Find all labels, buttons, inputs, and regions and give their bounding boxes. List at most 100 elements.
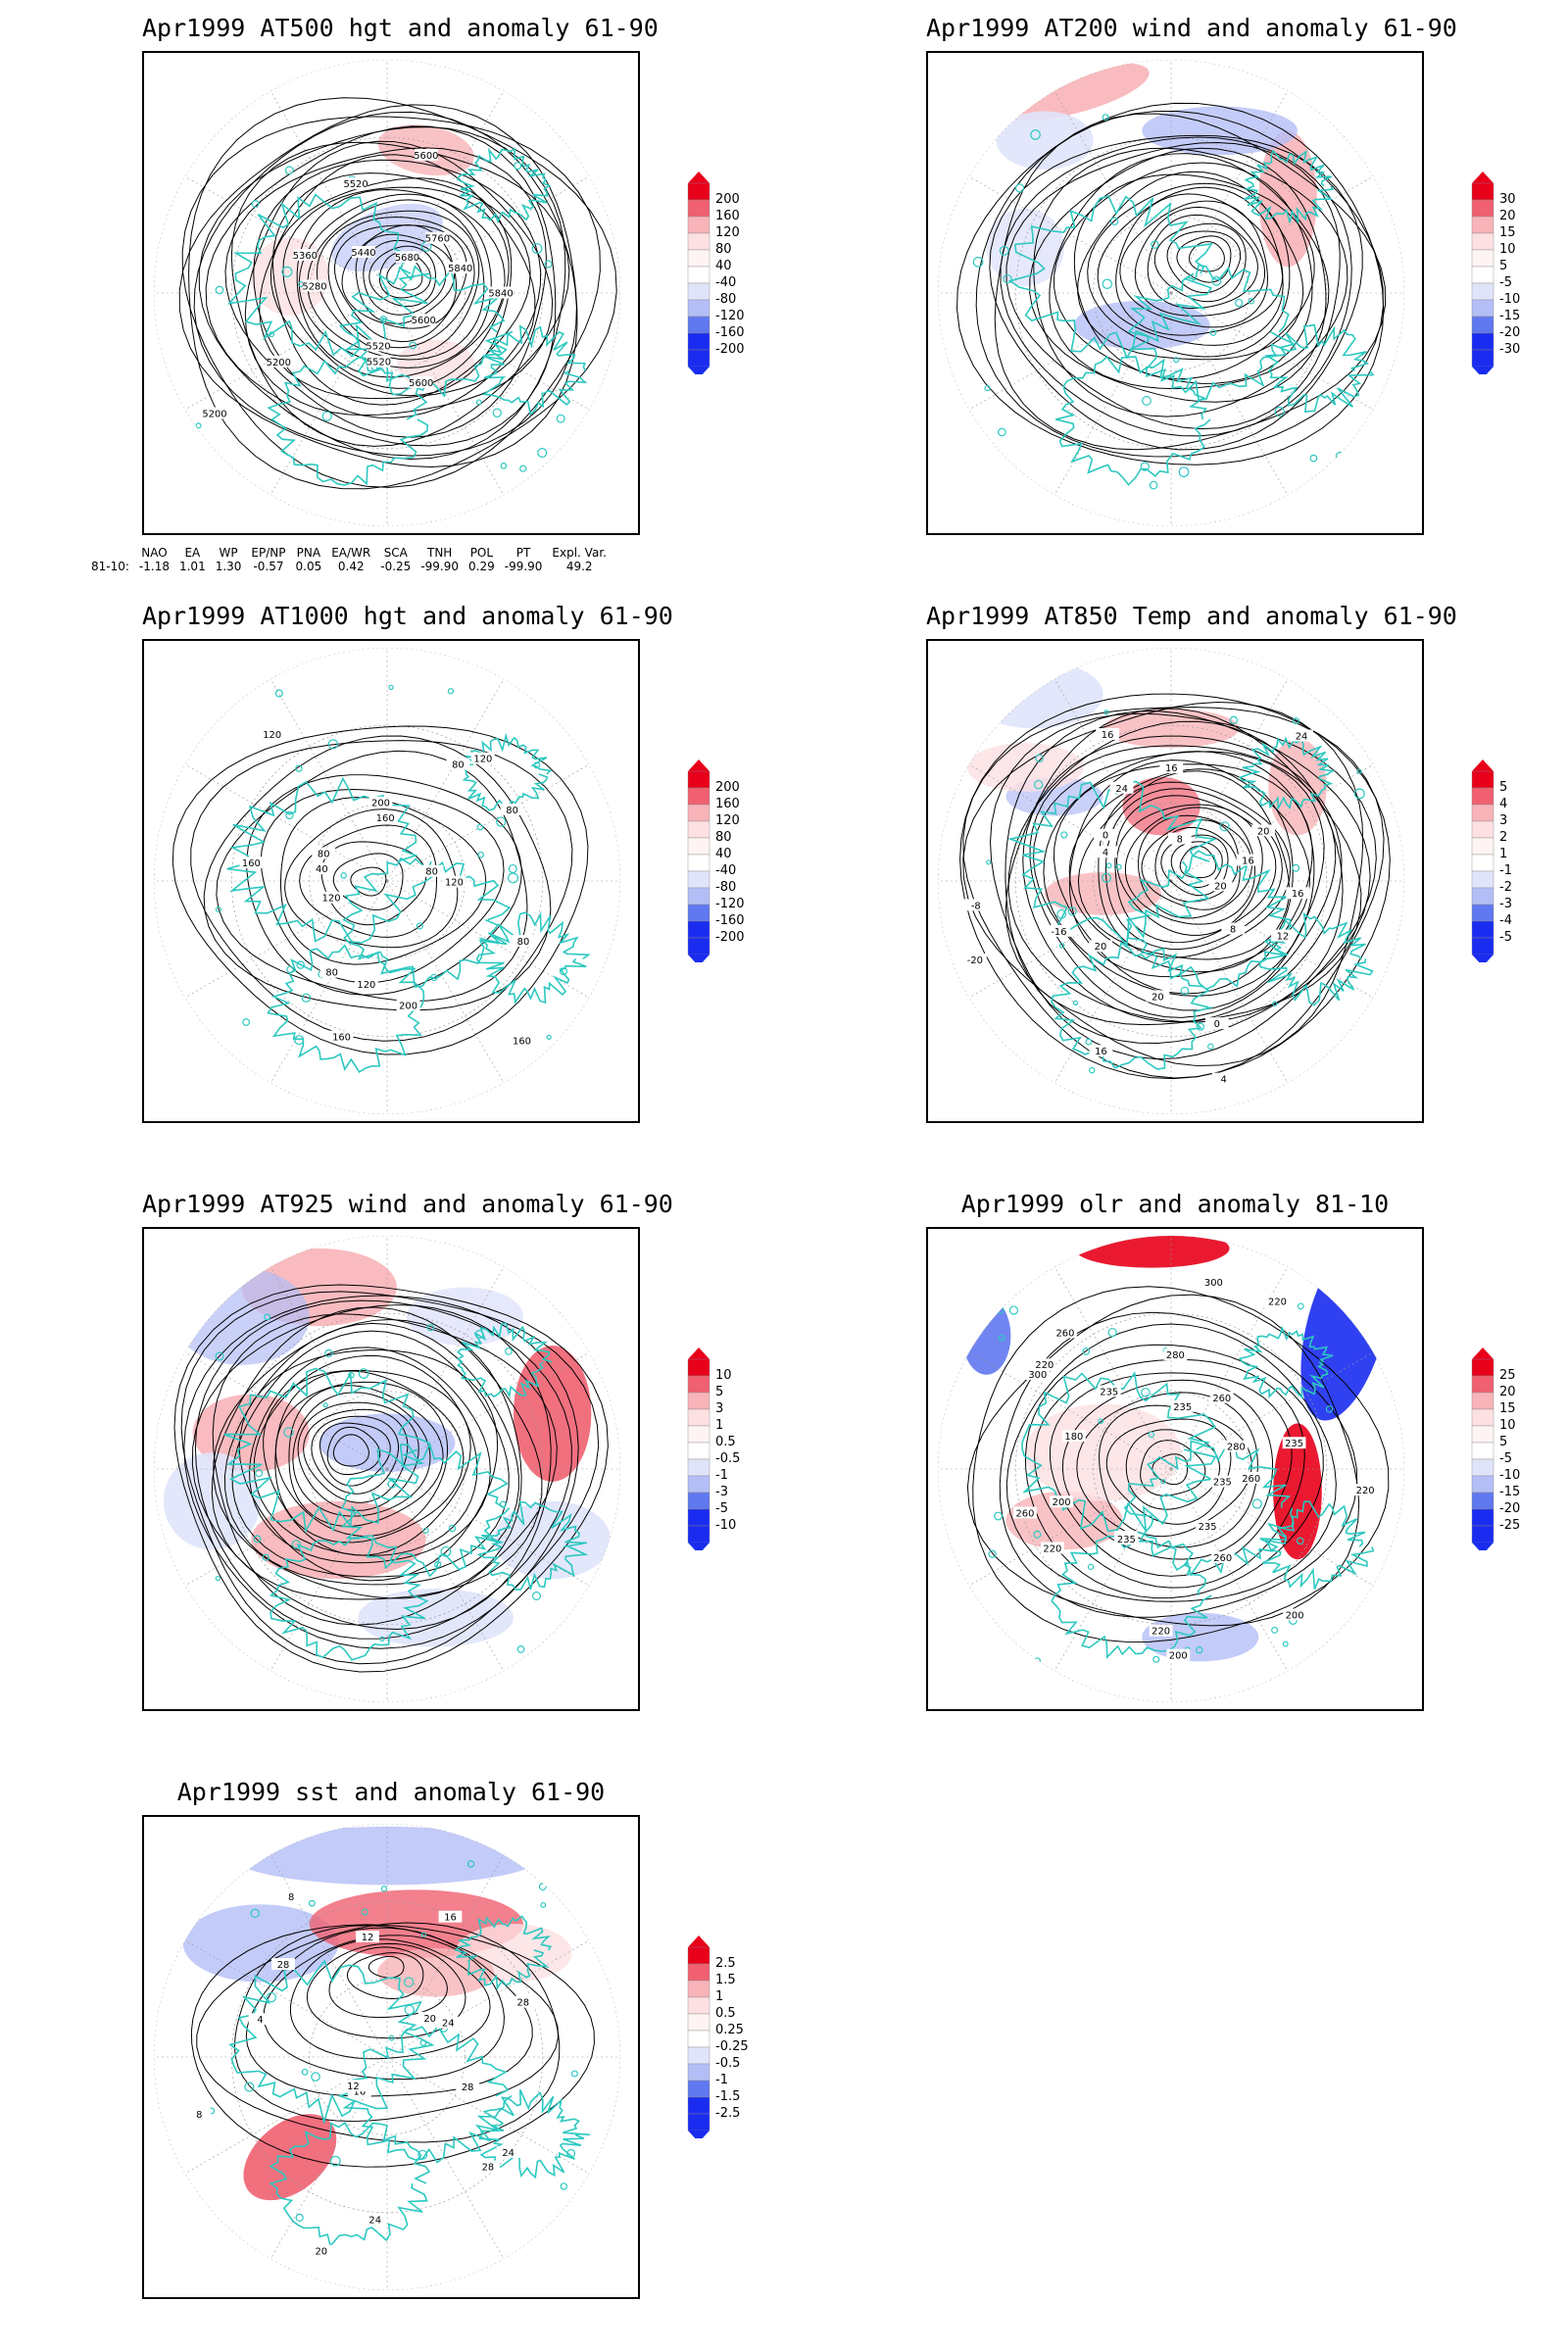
colorbar-cap-bottom [1472, 1543, 1494, 1550]
contour-line [311, 1415, 400, 1494]
coastline [1238, 1325, 1334, 1399]
contour-line [1179, 845, 1217, 879]
contour-label: 200 [1053, 1497, 1071, 1508]
contour-label-bg [1353, 1484, 1378, 1496]
coastline-island [1056, 908, 1067, 919]
coastline-island [215, 906, 221, 913]
contour-line [350, 866, 387, 897]
contour-label-bg [367, 355, 391, 368]
contour-line [1033, 147, 1348, 417]
contour-line [1119, 200, 1269, 328]
contour-label: 280 [1166, 1350, 1185, 1361]
anomaly-shading [1300, 1235, 1392, 1421]
panel-at850: Apr1999 AT850 Temp and anomaly 61-90 16 1… [784, 588, 1568, 1176]
coastline-island [1060, 831, 1068, 839]
coastline-island [477, 851, 484, 858]
contour-line [1154, 826, 1239, 903]
coastline-island [1272, 1001, 1278, 1006]
colorbar: 200 160 120 80 40 -40 -80 -120 -160 -200 [686, 760, 764, 962]
coastline-island [327, 739, 339, 750]
contour-line [282, 186, 510, 389]
colorbar-label: 15 [1499, 225, 1516, 240]
colorbar-segment [1471, 232, 1494, 251]
colorbar-segment [687, 1375, 710, 1394]
colorbar-label: 10 [1499, 242, 1516, 257]
coastline-island [322, 1402, 328, 1408]
polar-map [937, 59, 1405, 527]
colorbar-segment [687, 266, 710, 284]
colorbar-segment [687, 249, 710, 268]
colorbar-segment [1471, 1425, 1494, 1444]
contour-label: 260 [1015, 1508, 1034, 1519]
contour-label: 260 [1212, 1394, 1231, 1404]
colorbar: 2.5 1.5 1 0.5 0.25 -0.25 -0.5 -1 -1.5 -2.5 [686, 1936, 764, 2138]
coastline-island [1035, 754, 1044, 762]
colorbar-label: 30 [1499, 192, 1516, 207]
contour-label: -16 [1051, 927, 1066, 938]
coastline-island [361, 1908, 368, 1916]
colorbar-segment [1471, 1392, 1494, 1410]
colorbar-segment [1471, 837, 1494, 856]
coastline-island [388, 684, 394, 691]
coastline-island [419, 2039, 427, 2046]
contour-label: 20 [1095, 942, 1107, 953]
colorbar-segment [1471, 804, 1494, 822]
colorbar-label: 40 [715, 259, 732, 273]
contour-label: 20 [1152, 992, 1164, 1003]
contour-label-bg [1208, 879, 1233, 892]
contour-line [260, 788, 505, 984]
contour-label-bg [963, 899, 988, 911]
polar-map: 120 80 160 200 160 120 80 120 160 40 80 120 160 200 80… [153, 647, 621, 1115]
panel-title: Apr1999 AT850 Temp and anomaly 61-90 [926, 602, 1457, 630]
contour-label-bg [446, 758, 470, 770]
coastline-island [308, 1899, 316, 1907]
colorbar-ramp [687, 172, 710, 374]
coastline-island [1082, 1348, 1091, 1355]
contour-label-bg [1047, 924, 1071, 937]
coastline-island [559, 967, 568, 976]
contour-line [274, 1381, 449, 1537]
colorbar-segment [1471, 1442, 1494, 1460]
coastline-island [994, 1511, 1004, 1521]
colorbar-ramp [687, 760, 710, 962]
colorbar-segment [687, 232, 710, 251]
colorbar-segment [687, 1525, 710, 1544]
contour-line [297, 1401, 419, 1511]
contour-label: 180 [1064, 1432, 1083, 1443]
contour-label: 5760 [425, 234, 450, 245]
map-content [937, 59, 1405, 527]
coastline-island [1292, 863, 1300, 872]
colorbar-label: 1.5 [715, 1973, 736, 1987]
colorbar-segment [687, 1963, 710, 1982]
map-frame: 260 235 200 260 235 200 220 235 235 220 260 200 180 3… [926, 1227, 1424, 1711]
contour-line [1166, 230, 1242, 294]
colorbar-label: -1.5 [715, 2089, 741, 2104]
colorbar-segment [687, 854, 710, 872]
colorbar-segment [687, 1458, 710, 1477]
colorbar-label: 160 [715, 797, 740, 811]
colorbar-label: -200 [715, 342, 745, 357]
coastline-island [475, 399, 482, 406]
colorbar-label: 15 [1499, 1401, 1516, 1416]
contour-line [181, 116, 601, 488]
contour-label-bg [1290, 729, 1313, 742]
colorbar-label: -20 [1499, 325, 1521, 340]
contour-label: 8 [1177, 835, 1183, 846]
contour-line [173, 1284, 609, 1673]
panel-at925: Apr1999 AT925 wind and anomaly 61-90 10 5… [0, 1176, 784, 1764]
anomaly-shading [182, 1904, 339, 1983]
map-frame: 16 12 8 4 0 20 16 20 -20 -16 -8 4 0 16 24 16 8 24 20 16 20 [926, 639, 1424, 1123]
contour-label-bg [329, 1030, 354, 1043]
coastline-island [284, 166, 294, 175]
colorbar-label: -10 [1499, 1468, 1521, 1483]
contour-label-bg [419, 864, 444, 877]
contour-label: 16 [354, 2086, 367, 2097]
coastline-island [546, 1034, 552, 1041]
contour-label-bg [293, 249, 318, 262]
contour-label: 260 [1242, 1474, 1260, 1485]
contour-label-bg [448, 262, 472, 274]
contour-line [1124, 807, 1255, 925]
contour-label-bg [1089, 940, 1112, 953]
meridian-line [386, 292, 505, 496]
colorbar-label: -5 [1499, 930, 1512, 945]
